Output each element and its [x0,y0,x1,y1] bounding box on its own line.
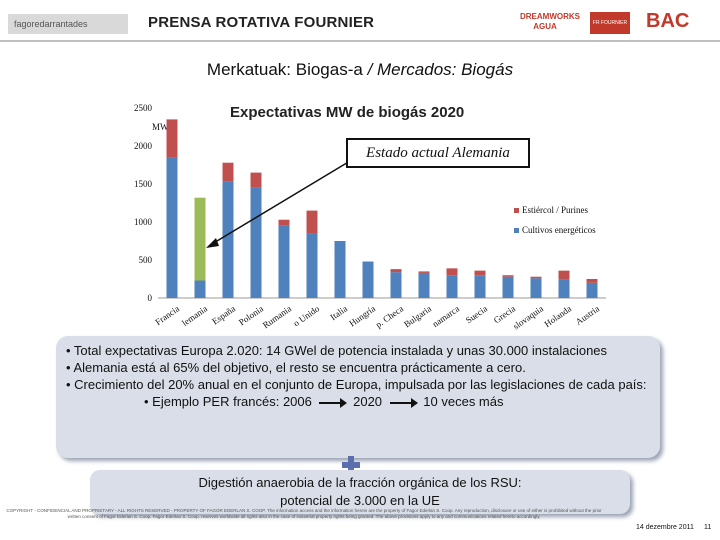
rsu-line-1: Digestión anaerobia de la fracción orgán… [198,475,522,490]
header-divider [0,40,720,42]
bar-estiercol [586,279,598,283]
bar-estiercol [474,270,486,276]
bar-cultivos [558,279,570,298]
bar-cultivos [502,276,514,298]
x-tick-label: España [210,303,237,326]
bar-cultivos [278,225,290,298]
x-tick-label: p. Checa [374,303,406,329]
bar-estiercol [418,271,430,273]
info-example-year: 2020 [353,394,383,409]
info-line-2: • Alemania está al 65% del objetivo, el … [66,360,526,375]
x-tick-label: Austria [574,303,601,326]
x-tick-label: slovaquia [511,303,545,331]
plus-icon [342,456,360,474]
y-axis-label: MW [152,122,169,132]
dreamworks-logo: DREAMWORKS AGUA [520,12,580,31]
rsu-line-2: potencial de 3.000 en la UE [280,493,440,508]
bar-estiercol [390,269,402,273]
info-box: • Total expectativas Europa 2.020: 14 GW… [56,336,660,458]
bar-cultivos [166,157,178,298]
bar-cultivos [306,233,318,298]
germany-callout: Estado actual Alemania [346,138,530,168]
y-tick-label: 2000 [134,141,153,151]
bar-estiercol [530,276,542,279]
info-line-3: • Crecimiento del 20% anual en el conjun… [66,377,647,392]
x-tick-label: Holanda [542,303,573,329]
bar-estiercol [222,162,234,182]
x-tick-label: namarca [430,303,461,329]
bac-logo: BAC [646,10,690,32]
fagor-logo: fagoredarrantades [8,14,128,34]
bar-cultivos [530,278,542,298]
info-example-line: • Ejemplo PER francés: 2006 2020 10 vece… [66,393,650,410]
slide-title-main: Merkatuak: Biogas-a [206,60,363,79]
x-tick-label: Bulgaria [402,303,433,329]
bar-cultivos [250,187,262,298]
bar-cultivos [334,241,346,298]
y-tick-label: 0 [148,293,153,303]
slide-title: Merkatuak: Biogas-a / Mercados: Biogás [0,60,720,80]
legend-label: Estiércol / Purines [522,205,588,215]
bar-estiercol [446,268,458,276]
footer-copyright: COPYRIGHT - CONFIDENCIAL AND PROPRIETARY… [6,508,602,519]
y-tick-label: 1500 [134,179,153,189]
bar-estiercol [278,219,290,226]
callout-pointer [211,157,356,245]
rsu-box: Digestión anaerobia de la fracción orgán… [90,470,630,514]
bar-estiercol [166,119,178,158]
page-number: 11 [704,524,712,531]
x-tick-label: Hungría [347,303,377,328]
y-tick-label: 2500 [134,103,153,113]
legend-label: Cultivos energéticos [522,225,596,235]
bar-estiercol [558,270,570,280]
arrow-icon [389,397,418,408]
bar-estiercol [502,275,514,277]
x-tick-label: Francia [153,303,181,327]
bar-cultivos [418,272,430,298]
bar-cultivos [474,275,486,298]
legend-swatch [514,208,519,213]
arrow-icon [319,397,348,408]
slide-title-italic: / Mercados: Biogás [367,60,514,79]
chart-title: Expectativas MW de biogás 2020 [230,104,465,121]
bar-cultivos [222,181,234,298]
legend-swatch [514,228,519,233]
bar-germany-current [194,197,206,281]
info-example-suffix: 10 veces más [423,394,504,409]
info-example-prefix: • Ejemplo PER francés: 2006 [144,394,312,409]
bar-cultivos [390,272,402,298]
x-tick-label: Rumania [261,303,293,330]
bar-cultivos [194,280,206,298]
x-tick-label: lemania [180,303,209,328]
bar-cultivos [362,261,374,298]
bar-cultivos [586,282,598,298]
footer-date: 14 dezembre 2011 [636,524,694,531]
bar-estiercol [250,172,262,188]
x-tick-label: Italia [328,303,349,322]
bar-cultivos [446,275,458,298]
header-title: PRENSA ROTATIVA FOURNIER [148,14,375,31]
y-tick-label: 500 [139,255,153,265]
x-tick-label: Suecia [464,303,489,325]
info-line-1: • Total expectativas Europa 2.020: 14 GW… [66,343,608,358]
y-tick-label: 1000 [134,217,153,227]
callout-arrowhead [206,238,219,248]
fournier-logo: FR FOURNIER [590,12,630,34]
bar-estiercol [306,210,318,234]
x-tick-label: o Unido [291,303,321,328]
